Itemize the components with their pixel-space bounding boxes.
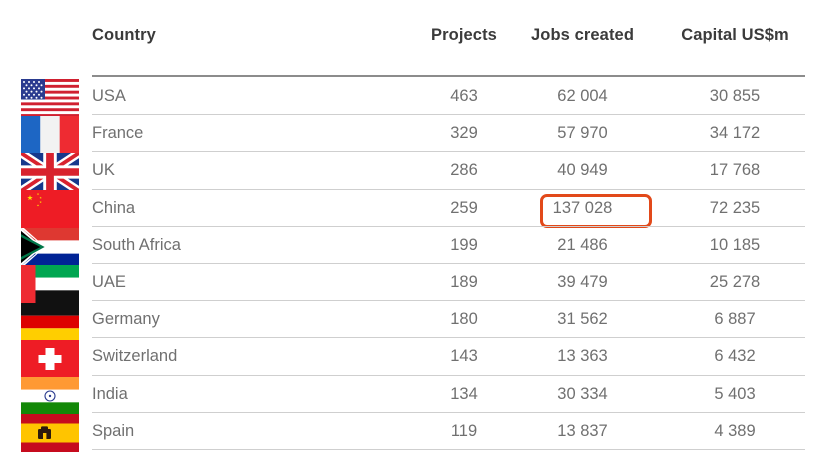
flag-switzerland-icon bbox=[21, 340, 79, 378]
row-separator bbox=[92, 374, 805, 376]
cell-projects: 119 bbox=[450, 421, 478, 440]
column-header-capital[interactable]: Capital US$m bbox=[681, 26, 789, 44]
table-row[interactable]: Germany 180 31 562 6 887 bbox=[85, 301, 805, 339]
cell-country: Switzerland bbox=[92, 347, 178, 366]
cell-capital: 72 235 bbox=[709, 198, 761, 217]
table-row[interactable]: Spain 119 13 837 4 389 bbox=[85, 413, 805, 450]
header-rule bbox=[92, 75, 805, 77]
cell-projects: 134 bbox=[450, 384, 478, 403]
table-row[interactable]: USA 463 62 004 30 855 bbox=[85, 78, 805, 116]
cell-capital: 6 432 bbox=[714, 347, 756, 366]
table-row[interactable]: France 329 57 970 34 172 bbox=[85, 115, 805, 153]
cell-projects: 259 bbox=[450, 198, 478, 217]
row-separator bbox=[92, 225, 805, 227]
flag-cell-germany bbox=[21, 303, 79, 341]
cell-projects: 329 bbox=[450, 124, 478, 143]
flag-cell-uk bbox=[21, 153, 79, 191]
cell-country: Germany bbox=[92, 310, 160, 329]
flag-cell-france bbox=[21, 116, 79, 154]
cell-jobs: 30 334 bbox=[557, 384, 608, 403]
cell-country: UAE bbox=[92, 273, 126, 291]
flag-uk-icon bbox=[21, 153, 79, 191]
cell-capital: 25 278 bbox=[709, 273, 761, 291]
flag-uae-icon bbox=[21, 265, 79, 303]
cell-jobs: 31 562 bbox=[557, 310, 608, 329]
table-row[interactable]: India 134 30 334 5 403 bbox=[85, 376, 805, 413]
cell-jobs: 57 970 bbox=[557, 124, 608, 143]
cell-country: USA bbox=[92, 87, 126, 105]
cell-jobs: 62 004 bbox=[557, 87, 608, 105]
cell-capital: 10 185 bbox=[709, 235, 761, 254]
column-header-jobs[interactable]: Jobs created bbox=[531, 26, 634, 44]
flag-cell-india bbox=[21, 377, 79, 415]
row-separator bbox=[92, 262, 805, 264]
cell-jobs: 21 486 bbox=[557, 235, 608, 254]
flag-india-icon bbox=[21, 377, 79, 415]
flag-cell-south-africa bbox=[21, 228, 79, 266]
cell-country: France bbox=[92, 124, 144, 143]
cell-jobs: 39 479 bbox=[557, 273, 608, 291]
flag-cell-uae bbox=[21, 265, 79, 303]
row-separator bbox=[92, 448, 805, 450]
flag-cell-china bbox=[21, 190, 79, 228]
table-row[interactable]: South Africa 199 21 486 10 185 bbox=[85, 227, 805, 264]
cell-jobs: 40 949 bbox=[557, 161, 608, 180]
cell-capital: 4 389 bbox=[714, 421, 756, 440]
cell-capital: 6 887 bbox=[714, 310, 756, 329]
flag-china-icon bbox=[21, 190, 79, 228]
cell-country: UK bbox=[92, 161, 115, 180]
cell-jobs: 13 363 bbox=[557, 347, 608, 366]
cell-country: India bbox=[92, 384, 128, 403]
cell-projects: 180 bbox=[450, 310, 478, 329]
cell-capital: 34 172 bbox=[709, 124, 761, 143]
flag-cell-usa bbox=[21, 79, 79, 117]
cell-country: South Africa bbox=[92, 235, 181, 254]
cell-projects: 189 bbox=[450, 273, 478, 291]
row-separator bbox=[92, 188, 805, 190]
table-row[interactable]: China 259 137 028 72 235 bbox=[85, 190, 805, 228]
flag-cell-spain bbox=[21, 414, 79, 452]
column-header-country[interactable]: Country bbox=[92, 26, 156, 44]
table-header-row: Country Projects Jobs created Capital US… bbox=[85, 26, 805, 60]
fdi-table: Country Projects Jobs created Capital US… bbox=[85, 0, 805, 458]
table-row[interactable]: Switzerland 143 13 363 6 432 bbox=[85, 338, 805, 376]
flag-usa-icon bbox=[21, 79, 79, 117]
cell-capital: 17 768 bbox=[709, 161, 761, 180]
cell-country: China bbox=[92, 198, 136, 217]
cell-projects: 143 bbox=[450, 347, 478, 366]
cell-capital: 30 855 bbox=[709, 87, 761, 105]
row-separator bbox=[92, 337, 805, 339]
cell-jobs: 137 028 bbox=[552, 198, 613, 217]
flag-south-africa-icon bbox=[21, 228, 79, 266]
flag-cell-switzerland bbox=[21, 340, 79, 378]
cell-projects: 286 bbox=[450, 161, 478, 180]
column-header-projects[interactable]: Projects bbox=[431, 26, 497, 44]
table-row[interactable]: UAE 189 39 479 25 278 bbox=[85, 264, 805, 302]
flag-france-icon bbox=[21, 116, 79, 154]
flag-spain-icon bbox=[21, 414, 79, 452]
table-row[interactable]: UK 286 40 949 17 768 bbox=[85, 152, 805, 190]
cell-country: Spain bbox=[92, 421, 135, 440]
row-separator bbox=[92, 151, 805, 153]
flag-germany-icon bbox=[21, 303, 79, 341]
row-separator bbox=[92, 114, 805, 116]
cell-projects: 463 bbox=[450, 87, 478, 105]
cell-projects: 199 bbox=[450, 235, 478, 254]
row-separator bbox=[92, 300, 805, 302]
row-separator bbox=[92, 411, 805, 413]
cell-jobs: 13 837 bbox=[557, 421, 608, 440]
flag-column bbox=[0, 0, 84, 458]
cell-capital: 5 403 bbox=[714, 384, 756, 403]
